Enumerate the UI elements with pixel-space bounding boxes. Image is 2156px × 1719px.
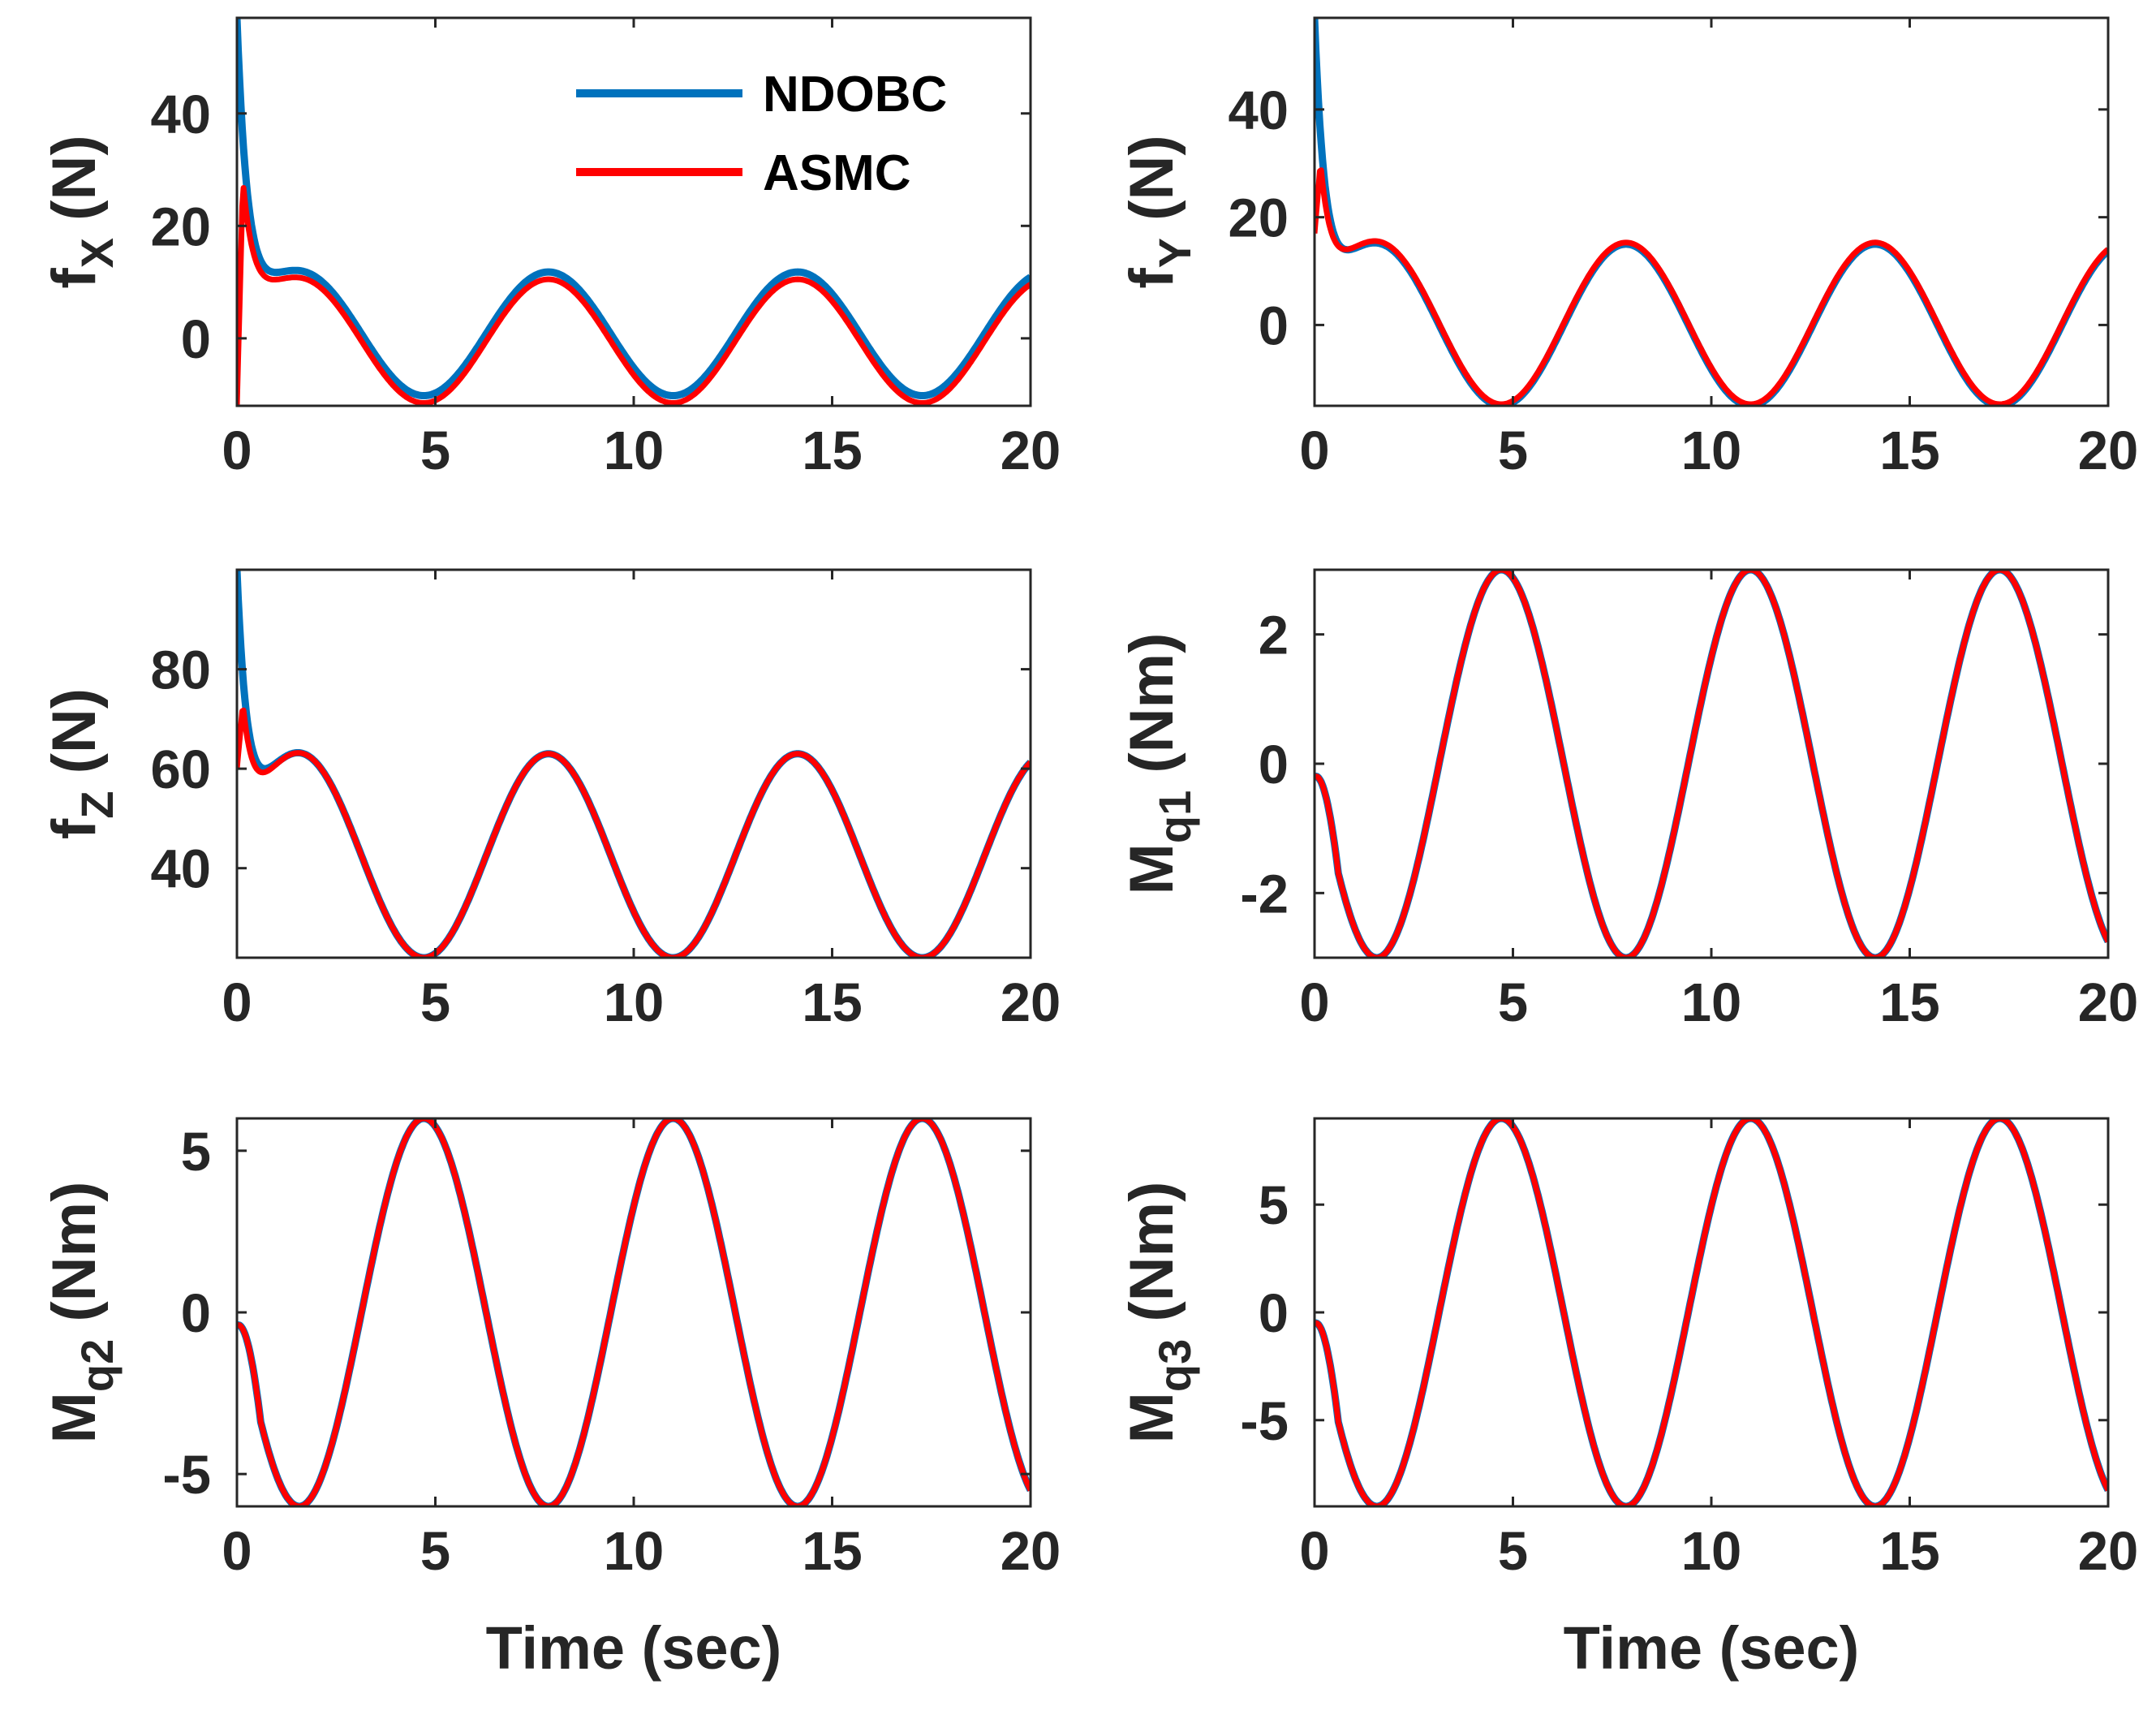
y-tick-label: 2 [1259,605,1289,666]
x-tick-label: 10 [604,420,665,481]
y-tick-label: -5 [1240,1391,1289,1452]
x-tick-label: 5 [420,420,450,481]
y-tick-label: -5 [162,1445,211,1506]
series-line-asmc [1315,167,2108,406]
x-tick-label: 0 [222,420,252,481]
x-tick-label: 20 [1001,972,1061,1033]
y-tick-label: 0 [1259,1283,1289,1344]
x-tick-label: 15 [802,420,863,481]
x-tick-label: 10 [604,972,665,1033]
x-tick-label: 5 [1498,972,1528,1033]
x-tick-label: 10 [604,1521,665,1582]
x-tick-label: 0 [222,1521,252,1582]
series-line-asmc [1315,570,2108,958]
x-tick-label: 15 [1879,972,1940,1033]
subplot-fy: 0 5 10 15 20 0 20 40 fY (N) [1117,16,2139,481]
x-tick-label: 15 [1879,1521,1940,1582]
x-tick-label: 20 [2078,1521,2139,1582]
subplot-mq3: 0 5 10 15 20 -5 0 5 Mq3 (Nm) Time (sec) [1117,1117,2139,1682]
series-line-asmc [237,185,1031,406]
legend-label-asmc: ASMC [763,145,911,201]
y-tick-label: 0 [1259,735,1289,795]
y-axis-label: Mq3 (Nm) [1117,1182,1200,1444]
axes-frame [1313,568,2110,959]
axes-frame [235,1117,1032,1508]
y-axis-label: fY (N) [1117,135,1200,288]
y-axis-label: fZ (N) [40,688,123,839]
y-axis-label: Mq1 (Nm) [1117,633,1200,895]
y-tick-label: 40 [1228,80,1289,141]
x-tick-label: 10 [1681,420,1742,481]
axes-frame [1313,1117,2110,1508]
x-tick-label: 0 [1299,1521,1329,1582]
x-tick-label: 15 [1879,420,1940,481]
axes-frame [235,568,1032,959]
x-tick-label: 20 [1001,420,1061,481]
x-tick-label: 0 [1299,972,1329,1033]
x-tick-label: 5 [420,972,450,1033]
x-tick-label: 5 [1498,1521,1528,1582]
y-tick-label: 20 [1228,188,1289,249]
x-tick-label: 0 [1299,420,1329,481]
series-line-asmc [237,707,1031,958]
y-tick-label: 0 [181,309,211,370]
x-tick-label: 20 [2078,420,2139,481]
subplot-fz: 0 5 10 15 20 40 60 80 fZ (N) [40,568,1061,1033]
axes-frame [1313,16,2110,407]
x-tick-label: 20 [2078,972,2139,1033]
legend-label-ndobc: NDOBC [763,67,947,123]
x-axis-label: Time (sec) [1564,1614,1860,1682]
x-tick-label: 5 [420,1521,450,1582]
y-tick-label: 20 [150,196,211,257]
y-tick-label: -2 [1240,864,1289,924]
y-tick-label: 40 [150,839,211,900]
series-line-ndobc [237,18,1031,399]
legend: NDOBC ASMC [576,67,947,201]
y-axis-label: fX (N) [40,135,123,288]
y-tick-label: 5 [181,1122,211,1183]
x-axis-label: Time (sec) [486,1614,782,1682]
y-tick-label: 60 [150,739,211,800]
x-tick-label: 10 [1681,972,1742,1033]
series-line-asmc [1315,1118,2108,1506]
x-tick-label: 5 [1498,420,1528,481]
y-tick-label: 80 [150,640,211,701]
y-tick-label: 0 [181,1283,211,1344]
subplot-fx: 0 5 10 15 20 0 20 40 fX (N) [40,16,1061,481]
x-tick-label: 20 [1001,1521,1061,1582]
x-tick-label: 15 [802,1521,863,1582]
y-tick-label: 5 [1259,1175,1289,1236]
y-tick-label: 40 [150,84,211,145]
y-axis-label: Mq2 (Nm) [40,1182,123,1444]
x-tick-label: 0 [222,972,252,1033]
y-tick-label: 0 [1259,295,1289,356]
x-tick-label: 15 [802,972,863,1033]
x-tick-label: 10 [1681,1521,1742,1582]
series-line-asmc [237,1118,1031,1506]
